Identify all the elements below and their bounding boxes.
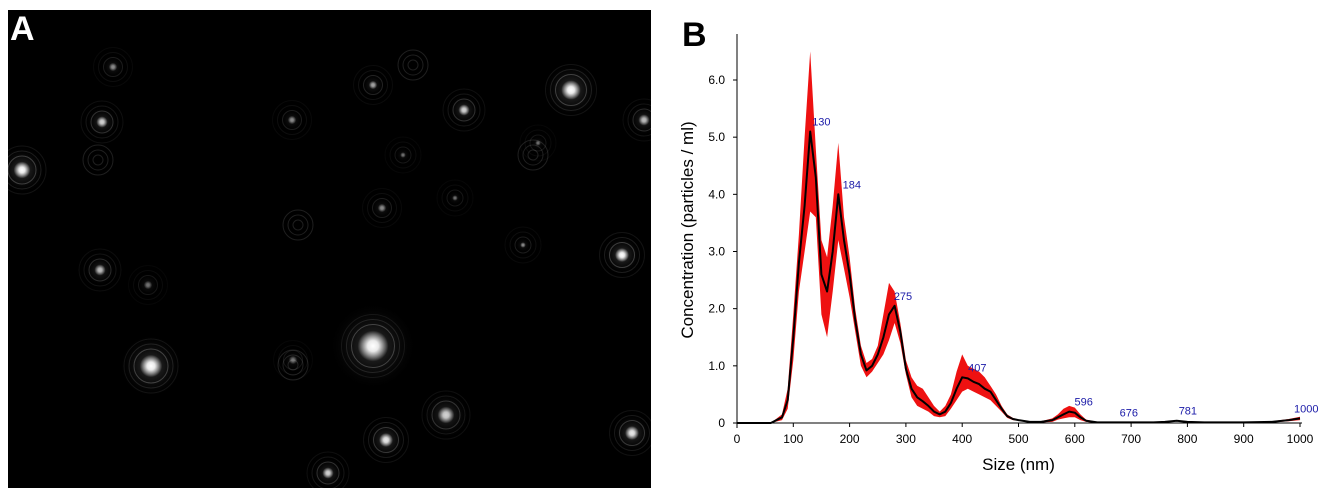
particle-spot [377,203,387,213]
x-tick-label: 200 [840,432,860,446]
y-tick-label: 1.0 [708,359,725,373]
peak-label: 596 [1075,397,1093,409]
y-tick-label: 4.0 [708,187,725,201]
peak-label: 275 [894,291,912,303]
particle-spot [94,264,106,276]
x-axis-title: Size (nm) [982,455,1055,474]
particle-field [8,49,651,488]
error-band-area [737,51,1300,424]
peak-label: 781 [1179,406,1197,418]
mean-series-line [737,130,1301,424]
peak-label: 407 [968,362,986,374]
panel-a-label: A [10,10,35,48]
particle-spot [638,114,650,126]
particle-spot [357,330,389,362]
particle-spot [452,195,458,201]
particle-spot [139,354,163,378]
y-tick-label: 5.0 [708,130,725,144]
x-tick-label: 600 [1065,432,1085,446]
x-tick-label: 500 [1008,432,1028,446]
axes: 0 100 200 300 400 500 600 700 800 900 1000 0 1.0 2.0 3… [708,34,1314,446]
particle-spot [458,104,470,116]
peak-label: 184 [843,179,861,191]
x-tick-label: 0 [734,432,741,446]
particle-spot [535,140,541,146]
x-tick-label: 800 [1177,432,1197,446]
x-tick-label: 700 [1121,432,1141,446]
x-tick-label: 100 [783,432,803,446]
particle-spot [96,116,108,128]
particle-spot [108,62,118,72]
y-tick-label: 6.0 [708,73,725,87]
y-tick-label: 3.0 [708,245,725,259]
particle-spot [287,115,297,125]
y-axis-title: Concentration (particles / ml) [678,121,697,338]
peak-label: 676 [1120,407,1138,419]
particle-spot [400,152,406,158]
particle-spot [379,433,393,447]
size-distribution-chart: 0 100 200 300 400 500 600 700 800 900 1000 0 1.0 2.0 3… [678,34,1318,474]
particle-spot [288,355,298,365]
x-tick-label: 900 [1234,432,1254,446]
microscopy-image-panel [8,10,651,488]
particle-spot [520,242,526,248]
particle-spot [561,80,581,100]
x-tick-label: 400 [952,432,972,446]
y-tick-label: 0 [718,416,725,430]
y-tick-label: 2.0 [708,302,725,316]
particle-spot [437,406,455,424]
x-tick-label: 300 [896,432,916,446]
peak-label: 1000 [1294,403,1318,415]
particle-spot [615,248,629,262]
particle-spot [143,280,153,290]
particle-spot [322,467,334,479]
particle-spot [625,426,639,440]
peak-label: 130 [812,116,830,128]
peak-labels: 130 184 275 407 596 676 781 1000 [812,116,1318,419]
particle-spot [13,161,31,179]
particle-spot [368,80,378,90]
panel-b-label: B [682,16,707,54]
x-tick-label: 1000 [1287,432,1314,446]
